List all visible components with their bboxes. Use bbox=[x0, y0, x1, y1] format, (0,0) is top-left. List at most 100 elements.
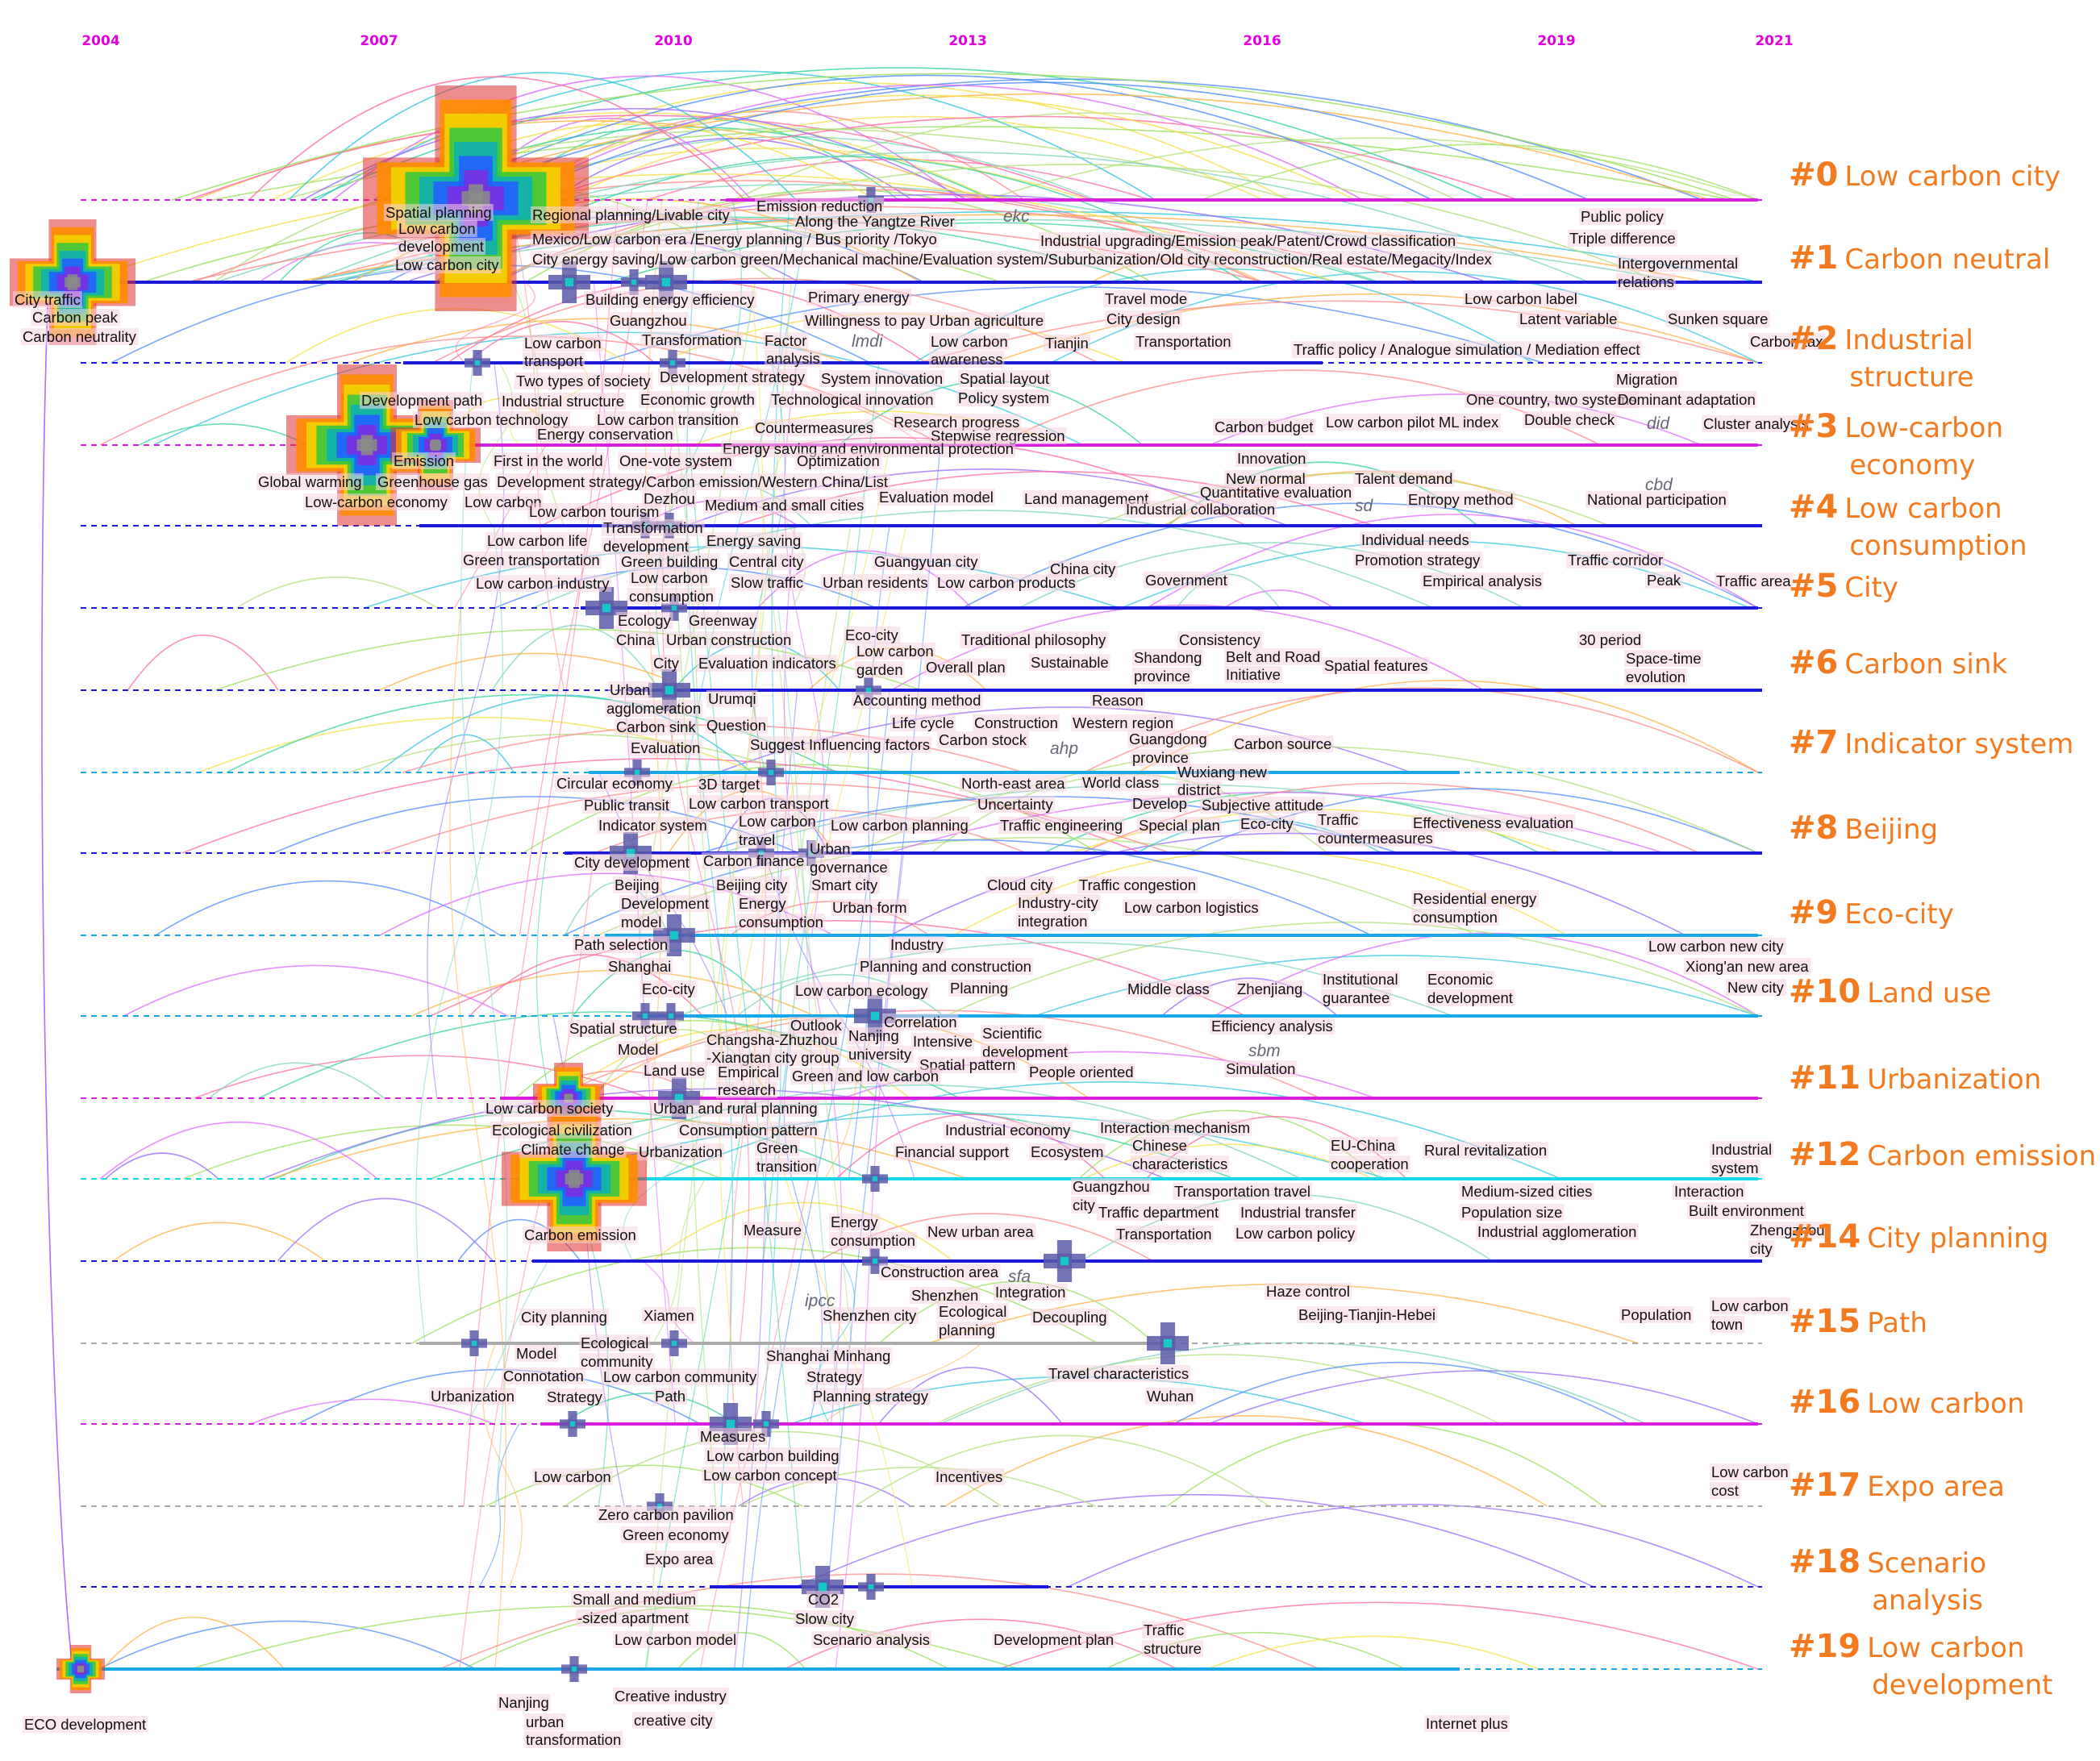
keyword-highlight bbox=[829, 817, 970, 834]
cluster-label: #12 Carbon emission bbox=[1789, 1136, 2096, 1173]
keyword-highlight bbox=[847, 1027, 901, 1044]
keyword-highlight bbox=[485, 532, 590, 549]
keyword-highlight bbox=[597, 1506, 735, 1523]
keyword-label: Sunken square bbox=[1668, 310, 1768, 327]
cross-link bbox=[784, 362, 825, 936]
keyword-label: Central city bbox=[729, 553, 804, 570]
keyword-label: Ecosystem bbox=[1031, 1143, 1103, 1160]
cross-link bbox=[482, 1343, 523, 1588]
keyword-highlight bbox=[911, 1033, 975, 1050]
keyword-highlight bbox=[1224, 470, 1307, 487]
keyword-highlight bbox=[1316, 830, 1435, 847]
keyword-highlight bbox=[1105, 310, 1182, 327]
keyword-highlight bbox=[805, 1368, 865, 1385]
keyword-highlight bbox=[697, 776, 762, 793]
keyword-highlight bbox=[1710, 1141, 1774, 1158]
keyword-highlight bbox=[619, 895, 711, 912]
cluster-name: Carbon neutral bbox=[1844, 244, 2050, 276]
keyword-highlight bbox=[394, 256, 502, 273]
keyword-highlight bbox=[1702, 415, 1810, 432]
keyword-highlight bbox=[632, 1712, 715, 1729]
citation-arc bbox=[416, 734, 515, 773]
keyword-highlight bbox=[21, 328, 139, 345]
keyword-highlight bbox=[639, 391, 756, 408]
keyword-highlight bbox=[937, 731, 1029, 748]
keyword-label: travel bbox=[739, 831, 775, 848]
citation-arc bbox=[919, 300, 1759, 364]
citation-arc bbox=[152, 331, 1084, 446]
keyword-highlight bbox=[918, 1056, 1018, 1073]
keyword-highlight bbox=[844, 627, 901, 643]
keyword-label: Smart city bbox=[811, 876, 878, 893]
keyword-highlight bbox=[1077, 876, 1198, 893]
keyword-label: Strategy bbox=[547, 1388, 603, 1405]
keyword-label: New city bbox=[1727, 979, 1785, 996]
cluster-id: #0 bbox=[1789, 156, 1838, 194]
cross-link bbox=[642, 1260, 695, 1344]
keyword-label: Ecological bbox=[581, 1334, 648, 1351]
keyword-label: Internet plus bbox=[1426, 1715, 1508, 1732]
keyword-abbrev-label: sd bbox=[1355, 497, 1374, 515]
cluster-name-line2: consumption bbox=[1849, 530, 2027, 562]
keyword-highlight bbox=[1031, 1309, 1109, 1326]
citation-arc bbox=[226, 693, 838, 773]
keyword-highlight bbox=[831, 899, 909, 916]
cluster-id: #19 bbox=[1789, 1628, 1860, 1665]
keyword-label: Evaluation model bbox=[879, 489, 994, 506]
node-small bbox=[560, 1411, 585, 1437]
keyword-label: transport bbox=[524, 352, 583, 369]
keyword-highlight bbox=[463, 493, 544, 510]
keyword-highlight bbox=[658, 368, 807, 385]
keyword-label: Development strategy bbox=[660, 368, 806, 385]
citation-arc bbox=[248, 76, 746, 201]
cluster-label: #15 Path bbox=[1789, 1303, 1927, 1340]
keyword-label: Interaction mechanism bbox=[1100, 1119, 1250, 1136]
keyword-highlight bbox=[523, 335, 603, 352]
keyword-highlight bbox=[1071, 1178, 1152, 1195]
keyword-label: awareness bbox=[931, 351, 1002, 368]
node-small bbox=[632, 1003, 658, 1029]
keyword-label: Path selection bbox=[574, 936, 668, 953]
keyword-label: Promotion strategy bbox=[1355, 552, 1481, 568]
node-small bbox=[465, 350, 490, 376]
citation-arc bbox=[945, 922, 1759, 1017]
cluster-id: #5 bbox=[1789, 568, 1838, 605]
keyword-highlight bbox=[1132, 668, 1192, 685]
node-small bbox=[661, 595, 687, 621]
keyword-label: Carbon source bbox=[1234, 735, 1331, 752]
citation-arc bbox=[197, 180, 1296, 281]
keyword-highlight bbox=[934, 1468, 1005, 1485]
keyword-label: Urban and rural planning bbox=[653, 1100, 818, 1117]
cluster-id: #3 bbox=[1789, 408, 1838, 445]
keyword-highlight bbox=[519, 1141, 627, 1158]
keyword-label: Carbon budget bbox=[1215, 418, 1313, 435]
keyword-highlight bbox=[1585, 491, 1728, 508]
keyword-label: Low carbon transition bbox=[597, 411, 739, 428]
keyword-highlight bbox=[1023, 490, 1151, 507]
keyword-highlight bbox=[1426, 989, 1515, 1006]
citation-arc bbox=[1201, 144, 1759, 201]
keyword-label: Changsha-Zhuzhou bbox=[706, 1031, 838, 1048]
keyword-highlight bbox=[1234, 1225, 1357, 1242]
keyword-label: Greenway bbox=[689, 612, 757, 629]
keyword-label: Decoupling bbox=[1032, 1309, 1107, 1326]
keyword-highlight bbox=[1292, 341, 1642, 358]
keyword-highlight bbox=[1710, 1159, 1760, 1176]
keyword-highlight bbox=[811, 1631, 931, 1648]
citation-arc bbox=[273, 796, 799, 854]
keyword-label: Research progress bbox=[894, 414, 1019, 431]
keyword-highlight bbox=[716, 1081, 777, 1098]
cluster-name: Path bbox=[1867, 1307, 1927, 1339]
citation-arc bbox=[1138, 680, 1759, 773]
keyword-label: integration bbox=[1018, 913, 1087, 930]
keyword-label: Low carbon model bbox=[615, 1631, 736, 1648]
keyword-label: Evaluation bbox=[631, 739, 700, 756]
keyword-label: Talent demand bbox=[1355, 470, 1452, 487]
keyword-label: Uncertainty bbox=[977, 796, 1053, 813]
keyword-highlight bbox=[852, 692, 983, 709]
keyword-label: City design bbox=[1106, 310, 1181, 327]
keyword-highlight bbox=[811, 1388, 931, 1405]
keyword-label: Global warming bbox=[258, 473, 362, 490]
keyword-label: Along the Yangtze River bbox=[795, 213, 955, 230]
keyword-label: Subjective attitude bbox=[1202, 797, 1323, 814]
